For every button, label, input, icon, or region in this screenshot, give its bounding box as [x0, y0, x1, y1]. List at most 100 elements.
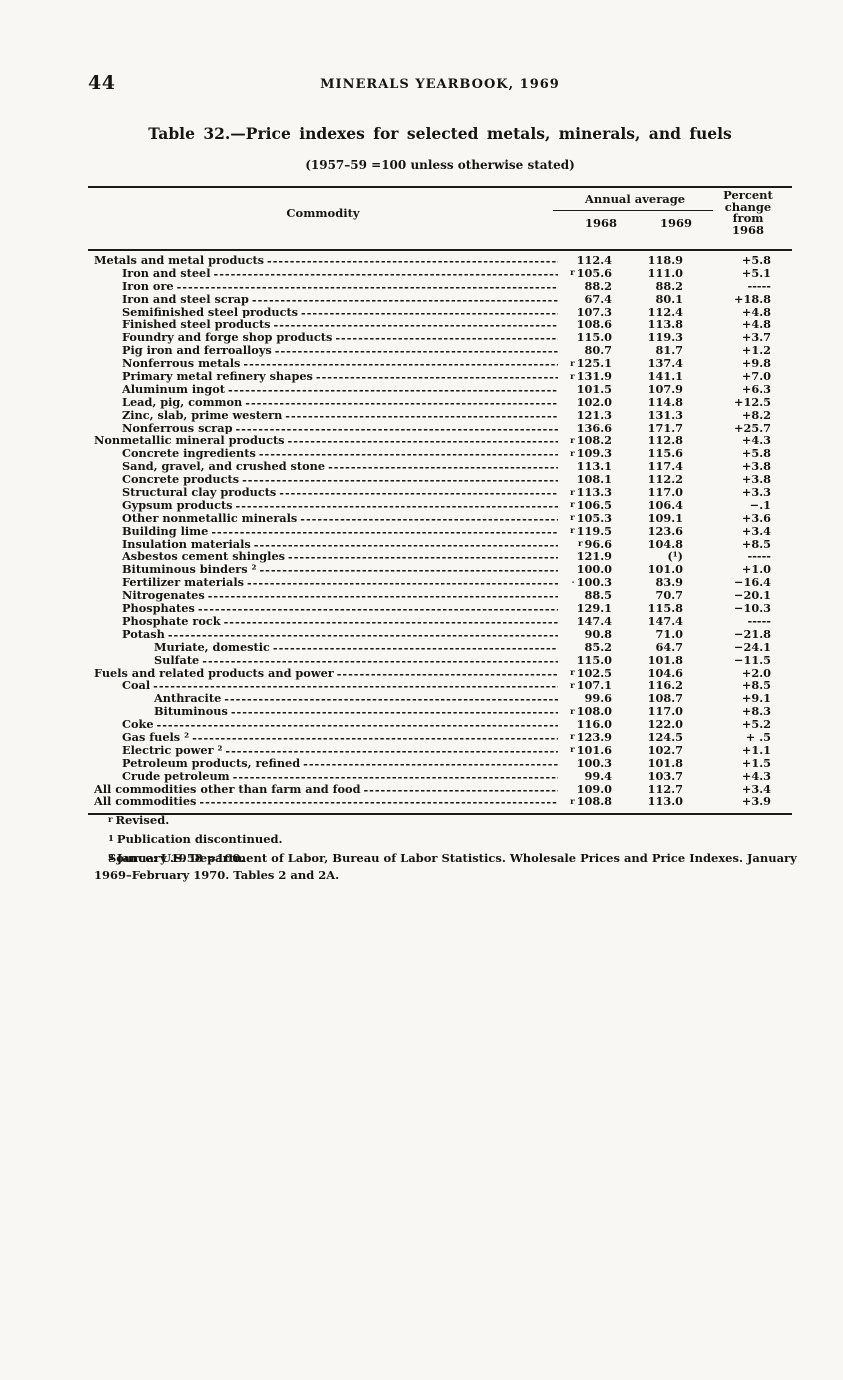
commodity-cell: Primary metal refinery shapes	[88, 370, 558, 385]
value-1968: r 113.3	[558, 486, 612, 501]
value-text: 116.2	[647, 678, 683, 693]
value-text: 108.2	[576, 433, 612, 448]
revision-mark: r	[570, 513, 575, 524]
dash-leader	[243, 358, 558, 371]
annual-average-rule	[553, 210, 713, 211]
value-text: -----	[747, 549, 771, 564]
dash-leader	[208, 590, 558, 602]
value-1968: r 105.6	[558, 266, 612, 282]
value-text: 147.4	[576, 613, 612, 628]
value-percent-change: +4.8	[683, 305, 792, 319]
dash-leader	[153, 680, 558, 693]
commodity-cell: Building lime	[88, 525, 558, 540]
commodity-cell: Zinc, slab, prime western	[88, 409, 558, 422]
value-text: 104.6	[647, 665, 683, 680]
dash-leader	[300, 513, 558, 526]
value-text: 100.0	[576, 562, 612, 577]
value-1968: 102.0	[558, 395, 612, 409]
value-text: 136.6	[576, 420, 612, 435]
value-1968: r 107.1	[558, 679, 612, 694]
commodity-label: Gypsum products	[122, 498, 233, 512]
dash-leader	[214, 268, 558, 281]
value-1968: r 105.3	[558, 511, 612, 527]
dash-leader	[225, 745, 558, 758]
source-note: Source: U.S. Department of Labor, Bureau…	[94, 850, 806, 883]
dash-leader	[247, 577, 558, 590]
commodity-label: Other nonmetallic minerals	[122, 511, 298, 525]
value-text: 88.2	[655, 278, 683, 293]
value-text: +3.7	[741, 330, 771, 345]
table-row: Potash 90.8 71.0 −21.8	[88, 627, 792, 641]
value-text: 67.4	[584, 291, 612, 306]
dash-leader	[245, 397, 558, 409]
value-text: 106.4	[647, 497, 683, 512]
dash-leader	[202, 655, 558, 667]
value-text: 123.9	[576, 729, 612, 744]
dash-leader	[168, 629, 558, 641]
value-1968: 115.0	[558, 653, 612, 667]
footnote-text: January 1958 =100.	[116, 851, 245, 865]
value-text: +3.3	[741, 485, 771, 500]
value-1969: 117.0	[612, 705, 683, 720]
percent-change-header-line: Percent	[723, 188, 773, 202]
value-percent-change: +5.2	[683, 718, 792, 731]
dash-leader	[198, 603, 558, 615]
table-title: Table 32.—Price indexes for selected met…	[148, 124, 732, 143]
dash-leader	[228, 384, 558, 396]
value-text: 109.1	[647, 510, 683, 525]
value-text: 108.7	[647, 691, 683, 706]
commodity-cell: Nonferrous scrap	[88, 422, 558, 435]
dash-leader	[224, 616, 558, 628]
value-1969: 113.0	[612, 795, 683, 810]
value-1969: 119.3	[612, 331, 683, 344]
value-1969: 147.4	[612, 614, 683, 628]
commodity-cell: Pig iron and ferroalloys	[88, 344, 558, 357]
value-text: 107.9	[647, 381, 683, 396]
value-1969: 109.1	[612, 510, 683, 527]
percent-change-header-line: change	[724, 199, 772, 214]
commodity-label: Muriate, domestic	[154, 640, 270, 654]
value-text: 80.7	[584, 343, 612, 358]
column-header-1968: 1968	[584, 216, 617, 230]
commodity-label: Finished steel products	[122, 318, 271, 332]
commodity-label: Bituminous	[154, 705, 228, 719]
footnote-text: Publication discontinued.	[116, 832, 283, 846]
footnotes: r Revised. 1 Publication discontinued. 2 Janu…	[88, 812, 283, 869]
table-row: Iron and steel scrap 67.4 80.1 +18.8	[88, 291, 792, 306]
value-text: +8.5	[741, 536, 771, 551]
value-text: +3.4	[741, 523, 771, 538]
value-text: +12.5	[734, 394, 771, 409]
table-row: Petroleum products, refined 100.3 101.8 +1.…	[88, 756, 792, 770]
value-text: 121.3	[576, 407, 612, 422]
table-row: Sand, gravel, and crushed stone 113.1 117.…	[88, 460, 792, 473]
revision-mark: ·	[571, 577, 575, 588]
dash-leader	[273, 642, 558, 654]
value-percent-change: +7.0	[683, 370, 792, 385]
commodity-label: Zinc, slab, prime western	[122, 408, 283, 422]
table-row: Metals and metal products 112.4 118.9 +5.8	[88, 254, 792, 267]
value-percent-change: +9.1	[683, 692, 792, 705]
commodity-label: Petroleum products, refined	[122, 756, 301, 770]
value-percent-change: +1.5	[683, 756, 792, 770]
value-text: 117.0	[647, 485, 683, 500]
value-text: 108.0	[576, 704, 612, 719]
commodity-cell: All commodities other than farm and food	[88, 783, 558, 796]
value-1968: 107.3	[558, 305, 612, 319]
dash-leader	[301, 307, 558, 319]
value-text: +3.8	[741, 472, 771, 487]
commodity-label: Coal	[122, 679, 151, 693]
value-text: +6.3	[741, 381, 771, 396]
value-text: +4.8	[741, 317, 771, 332]
page-number: 44	[88, 72, 116, 94]
commodity-label: Metals and metal products	[94, 254, 265, 267]
revision-mark: r	[570, 487, 575, 498]
table-row: Phosphates 129.1 115.8 −10.3	[88, 602, 792, 615]
value-text: 112.2	[647, 472, 683, 487]
value-percent-change: +5.8	[683, 254, 792, 267]
value-percent-change: -----	[683, 550, 792, 563]
table-row: Crude petroleum 99.4 103.7 +4.3	[88, 769, 792, 783]
commodity-label: Primary metal refinery shapes	[122, 370, 313, 384]
value-1968: 108.1	[558, 473, 612, 486]
value-text: 80.1	[655, 291, 683, 306]
